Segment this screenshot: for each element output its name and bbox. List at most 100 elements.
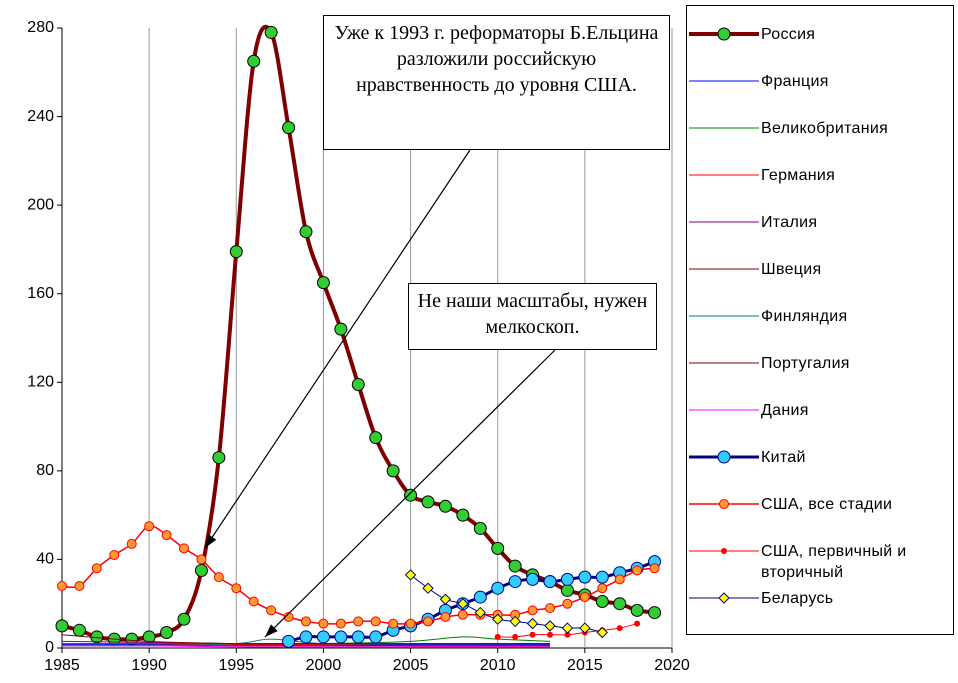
legend-item: Китай <box>687 437 953 477</box>
marker <box>718 592 730 604</box>
marker <box>564 631 571 638</box>
legend-label: США, все стадии <box>761 496 893 513</box>
legend-label: Великобритания <box>761 120 889 137</box>
marker <box>560 583 574 597</box>
legend-item: Швеция <box>687 249 953 289</box>
marker <box>560 572 574 586</box>
legend-item: Италия <box>687 202 953 242</box>
marker <box>457 598 469 610</box>
legend-swatch <box>689 27 759 41</box>
legend-swatch <box>689 450 759 464</box>
marker <box>579 592 590 603</box>
marker <box>369 431 383 445</box>
legend-swatch <box>689 221 759 223</box>
marker <box>179 543 189 554</box>
marker <box>491 541 505 555</box>
legend-label: Беларусь <box>761 590 834 607</box>
x-tick-label: 1995 <box>218 657 254 674</box>
marker <box>212 451 226 465</box>
x-tick-label: 2000 <box>306 657 342 674</box>
marker <box>351 630 365 644</box>
marker <box>264 25 278 39</box>
marker <box>126 538 137 549</box>
legend-label: Португалия <box>761 355 850 372</box>
legend-item: Германия <box>687 155 953 195</box>
y-tick-label: 200 <box>27 196 54 213</box>
x-tick-label: 1985 <box>44 657 80 674</box>
legend-label: Дания <box>761 402 809 419</box>
series-line <box>61 634 550 645</box>
x-tick-label: 1990 <box>131 657 167 674</box>
legend-swatch <box>689 268 759 270</box>
legend-swatch <box>689 548 759 554</box>
marker <box>438 499 452 513</box>
legend-label: Россия <box>761 26 816 43</box>
legend-swatch <box>689 499 759 509</box>
marker <box>72 623 86 637</box>
marker <box>595 570 609 584</box>
x-tick-label: 2005 <box>393 657 429 674</box>
legend-label: Италия <box>761 214 818 231</box>
marker <box>299 630 313 644</box>
marker <box>508 559 522 573</box>
marker <box>526 572 540 586</box>
marker <box>231 583 242 594</box>
marker <box>597 583 608 594</box>
legend-item: США, все стадии <box>687 484 953 524</box>
annotation: Уже к 1993 г. реформаторы Б.Ельцина разл… <box>323 15 670 150</box>
x-tick-label: 2010 <box>480 657 516 674</box>
marker <box>492 613 504 625</box>
marker <box>717 450 731 464</box>
marker <box>543 575 557 589</box>
marker <box>335 618 346 629</box>
legend-label: Китай <box>761 449 806 466</box>
marker <box>562 598 573 609</box>
marker <box>353 616 364 627</box>
marker <box>634 620 641 627</box>
marker <box>422 582 434 594</box>
marker <box>282 634 296 648</box>
legend-swatch <box>689 362 759 364</box>
legend-label: Финляндия <box>761 308 848 325</box>
marker <box>74 581 85 591</box>
legend-item: Финляндия <box>687 296 953 336</box>
annotation: Не наши масштабы, нужен мелкоскоп. <box>408 283 657 350</box>
legend-item: Франция <box>687 61 953 101</box>
marker <box>229 245 243 259</box>
marker <box>595 595 609 608</box>
marker <box>301 616 311 627</box>
legend-item: США, первичный и вторичный <box>687 531 953 581</box>
marker <box>194 564 208 577</box>
marker <box>196 554 207 565</box>
marker <box>721 548 727 554</box>
marker <box>717 27 731 41</box>
y-tick-label: 80 <box>36 462 54 479</box>
y-tick-label: 160 <box>27 285 54 302</box>
marker <box>266 605 277 616</box>
legend: Россия Франция Великобритания Германия Итали… <box>686 5 954 635</box>
marker <box>440 612 451 622</box>
marker <box>282 121 296 135</box>
marker <box>508 575 522 589</box>
marker <box>177 612 191 626</box>
legend-swatch <box>689 409 759 411</box>
marker <box>404 488 418 502</box>
marker <box>247 54 261 68</box>
arrow <box>204 149 471 549</box>
marker <box>527 605 538 616</box>
marker <box>616 625 623 632</box>
series-line <box>288 560 656 643</box>
legend-item: Великобритания <box>687 108 953 148</box>
marker <box>160 626 174 639</box>
marker <box>351 378 365 391</box>
marker <box>57 581 67 591</box>
marker <box>578 570 592 584</box>
marker <box>404 569 417 581</box>
legend-item: Беларусь <box>687 578 953 618</box>
marker <box>213 572 224 583</box>
marker <box>386 464 400 478</box>
marker <box>318 618 329 629</box>
marker <box>316 276 330 290</box>
legend-item: Россия <box>687 14 953 54</box>
